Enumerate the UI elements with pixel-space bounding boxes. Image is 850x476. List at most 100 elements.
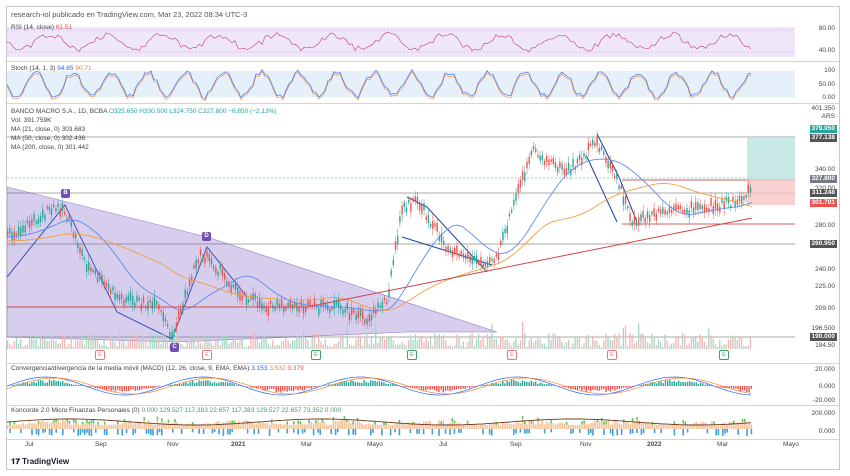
koncorde-bar bbox=[299, 424, 302, 429]
koncorde-blue-bar bbox=[150, 429, 152, 436]
koncorde-bar bbox=[117, 423, 119, 429]
koncorde-green-bar bbox=[636, 416, 638, 420]
volume-bar bbox=[565, 342, 568, 349]
earnings-event-6[interactable]: E bbox=[607, 350, 617, 360]
macd-hist-bar bbox=[719, 386, 722, 388]
volume-bar bbox=[263, 333, 265, 349]
koncorde-bar bbox=[13, 424, 16, 429]
candle bbox=[581, 157, 583, 166]
macd-hist-bar bbox=[616, 386, 618, 390]
koncorde-bar bbox=[565, 424, 568, 429]
koncorde-bar bbox=[526, 424, 528, 429]
koncorde-bar bbox=[169, 423, 172, 429]
macd-hist-bar bbox=[101, 386, 103, 390]
koncorde-bar bbox=[642, 422, 645, 429]
macd-hist-bar bbox=[68, 383, 70, 386]
macd-hist-bar bbox=[77, 384, 79, 386]
candle bbox=[478, 261, 480, 265]
koncorde-bar bbox=[499, 424, 502, 429]
macd-hist-bar bbox=[744, 386, 746, 391]
koncorde-bar bbox=[81, 424, 84, 429]
volume-bar bbox=[594, 340, 596, 349]
koncorde-bar bbox=[420, 424, 423, 429]
macd-hist-bar bbox=[449, 386, 451, 392]
koncorde-blue-bar bbox=[524, 429, 526, 434]
koncorde-bar bbox=[315, 423, 317, 429]
candle bbox=[20, 227, 22, 236]
candle bbox=[381, 301, 384, 309]
koncorde-bar bbox=[11, 424, 13, 429]
volume-bar bbox=[697, 341, 699, 349]
volume-bar bbox=[587, 334, 589, 349]
koncorde-blue-bar bbox=[550, 429, 552, 433]
volume-bar bbox=[688, 343, 690, 349]
earnings-event-1[interactable]: E bbox=[95, 350, 105, 360]
earnings-event-3[interactable]: E bbox=[311, 350, 321, 360]
macd-hist-bar bbox=[733, 386, 735, 389]
macd-hist-bar bbox=[209, 381, 211, 386]
volume-bar bbox=[666, 340, 668, 349]
koncorde-bar bbox=[343, 419, 346, 429]
koncorde-bar bbox=[722, 423, 724, 429]
price-tag-377: 377.138 bbox=[809, 134, 837, 142]
price-axis[interactable]: 401.350 ARS 340.00 320.00 280.00 240.00 … bbox=[811, 105, 836, 349]
koncorde-blue-bar bbox=[409, 429, 412, 434]
price-tag-311: 311.248 bbox=[809, 189, 837, 197]
macd-hist-bar bbox=[13, 384, 15, 386]
koncorde-bar bbox=[134, 421, 137, 429]
earnings-event-7[interactable]: E bbox=[719, 350, 729, 360]
candle bbox=[642, 211, 644, 218]
koncorde-blue-bar bbox=[746, 429, 748, 436]
candle bbox=[418, 203, 421, 211]
volume-bar bbox=[156, 333, 158, 349]
volume-bar bbox=[302, 331, 305, 349]
chart-canvas[interactable] bbox=[7, 7, 839, 469]
pattern-point-d[interactable]: D bbox=[202, 232, 211, 241]
koncorde-bar bbox=[554, 424, 557, 429]
koncorde-blue-bar bbox=[612, 429, 614, 436]
candle bbox=[554, 162, 557, 169]
volume-bar bbox=[493, 338, 495, 349]
macd-hist-bar bbox=[370, 380, 372, 386]
koncorde-bar bbox=[724, 422, 726, 429]
koncorde-bar bbox=[207, 423, 209, 429]
koncorde-blue-bar bbox=[134, 429, 137, 434]
candle bbox=[243, 292, 246, 295]
earnings-event-5[interactable]: E bbox=[507, 350, 517, 360]
koncorde-blue-bar bbox=[121, 429, 123, 436]
macd-hist-bar bbox=[220, 382, 222, 386]
koncorde-bar bbox=[741, 421, 744, 429]
earnings-event-2[interactable]: E bbox=[202, 350, 212, 360]
candle bbox=[438, 235, 441, 242]
volume-bar bbox=[364, 336, 366, 349]
volume-bar bbox=[657, 339, 660, 349]
macd-hist-bar bbox=[326, 385, 328, 386]
candle bbox=[129, 292, 132, 301]
volume-bar bbox=[134, 335, 136, 349]
macd-hist-bar bbox=[686, 381, 689, 386]
volume-bar bbox=[662, 346, 664, 349]
koncorde-bar bbox=[26, 423, 29, 429]
koncorde-blue-bar bbox=[620, 429, 623, 435]
koncorde-bar bbox=[563, 423, 566, 429]
koncorde-blue-bar bbox=[103, 429, 106, 435]
volume-bar bbox=[250, 337, 252, 349]
koncorde-blue-bar bbox=[513, 429, 515, 435]
koncorde-blue-bar bbox=[515, 429, 517, 434]
tradingview-logo[interactable]: 𝟏𝟕 TradingView bbox=[11, 457, 70, 466]
koncorde-bar bbox=[233, 423, 236, 429]
pattern-point-c[interactable]: C bbox=[170, 343, 179, 352]
koncorde-bar bbox=[403, 422, 405, 429]
volume-bar bbox=[585, 336, 587, 349]
macd-hist-bar bbox=[653, 382, 656, 386]
koncorde-green-bar bbox=[596, 419, 599, 423]
macd-hist-bar bbox=[185, 382, 187, 386]
volume-bar bbox=[289, 343, 291, 349]
volume-bar bbox=[158, 341, 160, 349]
candle bbox=[471, 255, 473, 265]
chart-frame[interactable]: research-iol publicado en TradingView.co… bbox=[6, 6, 840, 470]
volume-bar bbox=[723, 344, 725, 349]
earnings-event-4[interactable]: E bbox=[407, 350, 417, 360]
pattern-point-b[interactable]: B bbox=[61, 189, 70, 198]
koncorde-blue-bar bbox=[304, 429, 306, 433]
